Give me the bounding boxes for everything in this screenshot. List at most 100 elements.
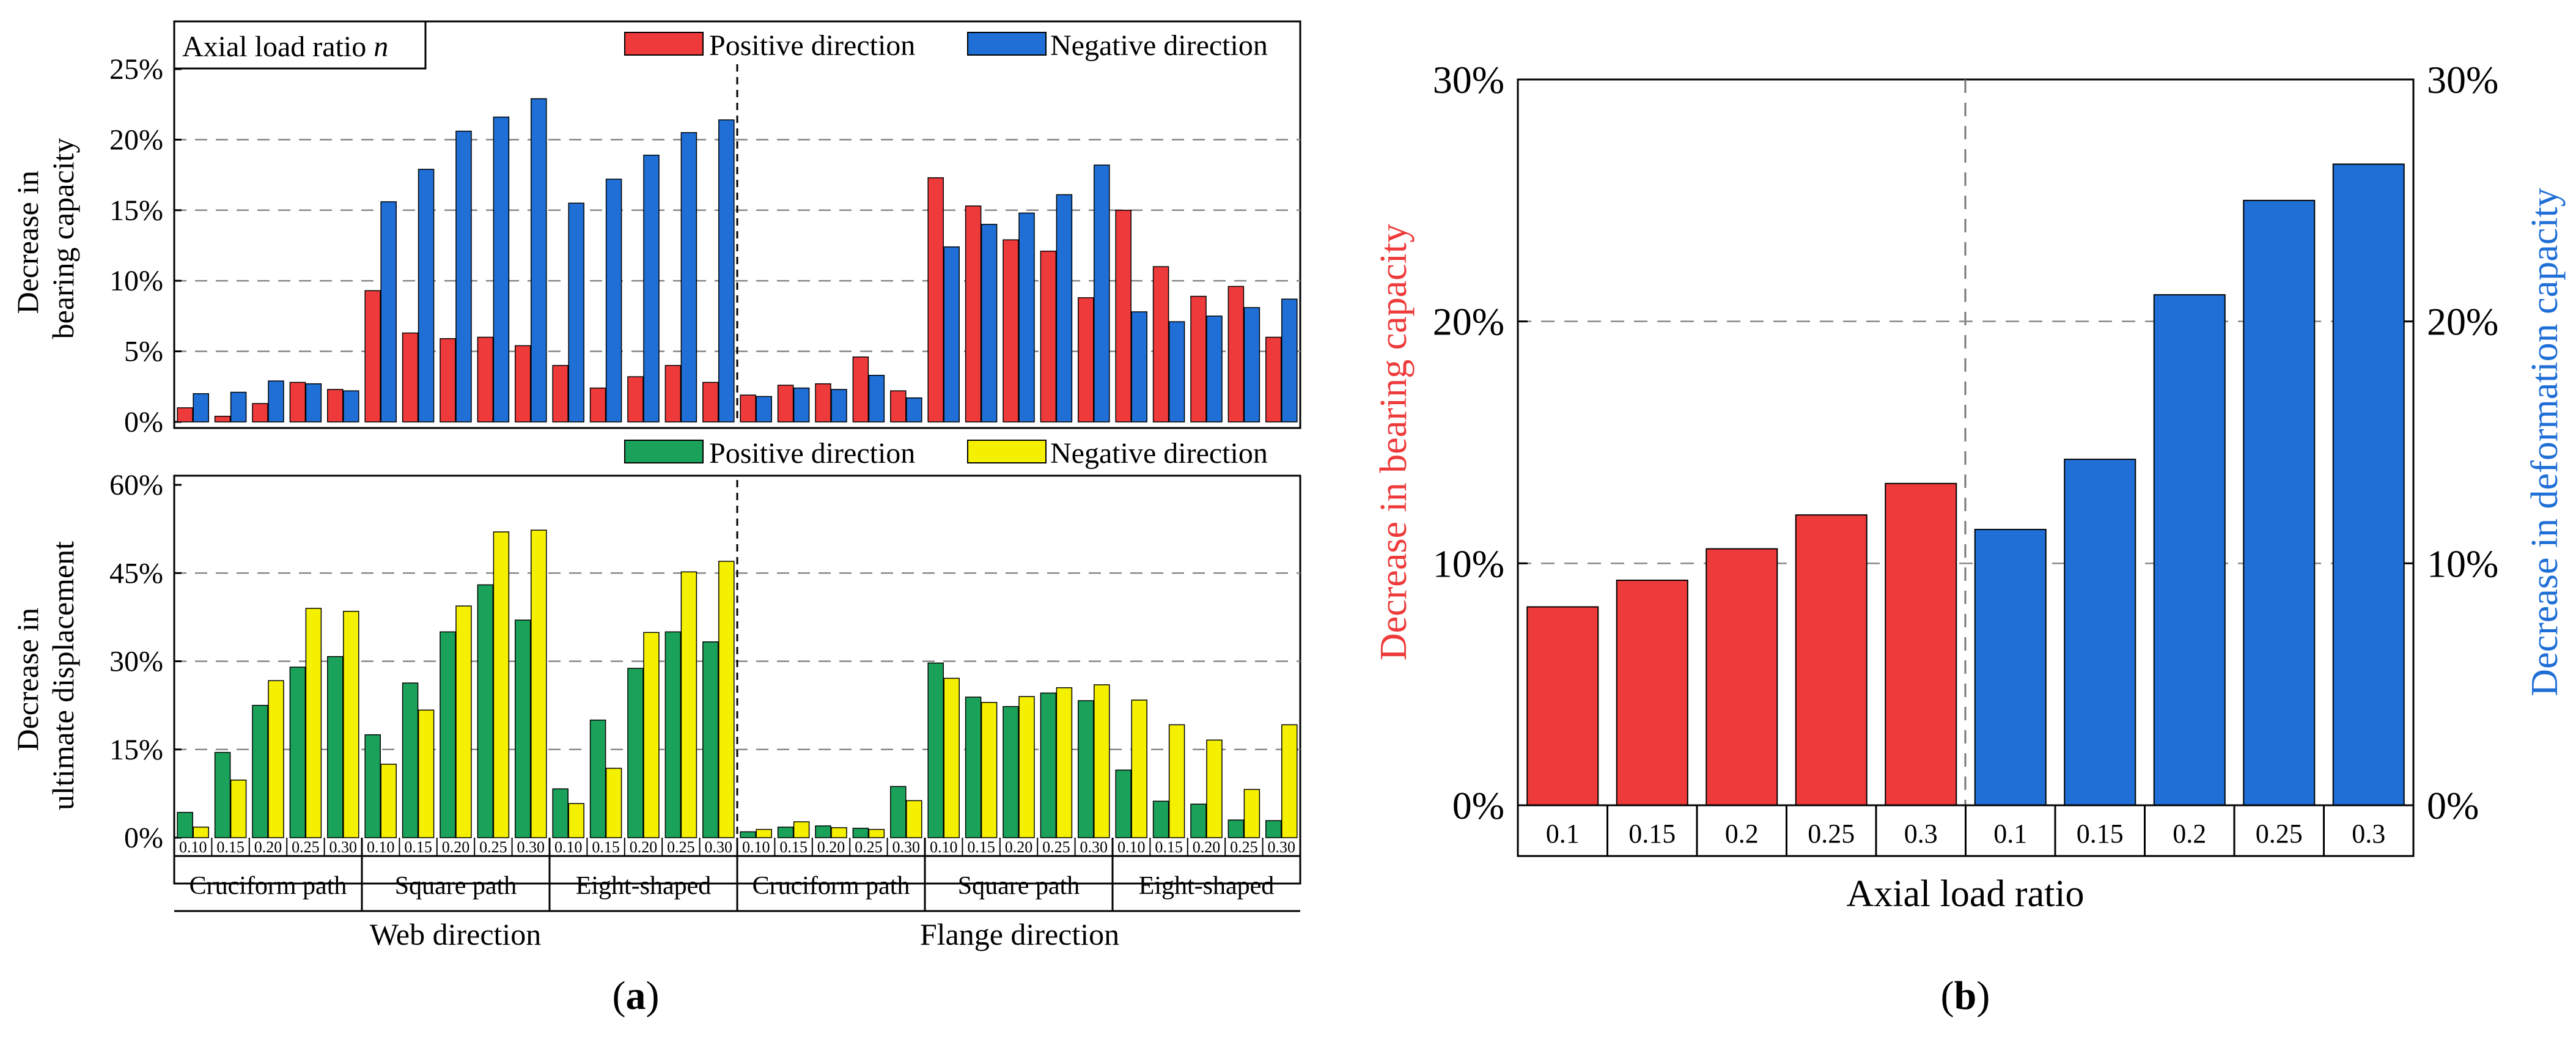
b-category-label: 0.15 <box>2077 819 2124 849</box>
a-top-bar-negative <box>230 391 247 423</box>
a-top-bar-positive <box>664 364 682 423</box>
a-top-bar-positive <box>402 332 419 423</box>
a-ratio-tick-label: 0.20 <box>630 838 658 856</box>
a-bottom-bar-positive <box>777 826 794 838</box>
a-bottom-bar-negative <box>531 530 547 838</box>
caption-a: (a) <box>613 973 660 1018</box>
a-top-bar-negative <box>756 396 772 423</box>
a-top-bar-negative <box>1018 212 1035 423</box>
a-bottom-bar-positive <box>1003 706 1019 838</box>
a-top-bar-negative <box>305 383 322 423</box>
a-bottom-bar-negative <box>1281 724 1298 838</box>
legend-label-positive: Positive direction <box>709 29 915 62</box>
a-bottom-bar-negative <box>718 561 735 838</box>
b-category-label: 0.1 <box>1993 819 2027 849</box>
a-ratio-tick-label: 0.20 <box>817 838 845 856</box>
a-top-bar-negative <box>643 155 660 423</box>
a-bottom-ytick-label: 30% <box>109 646 163 678</box>
a-bottom-bar-negative <box>1131 699 1147 838</box>
a-top-bar-positive <box>927 177 944 423</box>
a-top-ytick-label: 5% <box>124 336 163 368</box>
a-top-bar-positive <box>589 387 606 423</box>
a-top-bar-positive <box>702 382 719 423</box>
a-ratio-tick-label: 0.10 <box>179 838 207 856</box>
a-top-bar-negative <box>1094 164 1110 423</box>
a-bottom-bar-positive <box>364 734 381 838</box>
b-category-label: 0.25 <box>1808 819 1855 849</box>
b-bar-bearing <box>1526 606 1599 806</box>
a-bottom-bar-negative <box>868 828 885 838</box>
a-ratio-tick-label: 0.10 <box>1117 838 1146 856</box>
b-bar-bearing <box>1885 482 1957 806</box>
a-ratio-tick-label: 0.25 <box>667 838 695 856</box>
a-bottom-bar-positive <box>252 704 268 838</box>
a-top-bar-positive <box>1115 210 1132 423</box>
a-top-bar-negative <box>981 224 998 423</box>
a-ratio-tick-label: 0.15 <box>216 838 245 856</box>
b-bar-deformation <box>2064 459 2136 806</box>
a-top-ytick-label: 10% <box>109 265 163 297</box>
b-category-label: 0.2 <box>1725 819 1759 849</box>
a-bottom-bar-negative <box>756 828 772 838</box>
a-ratio-tick-label: 0.15 <box>404 838 432 856</box>
b-ytick-label-left: 10% <box>1433 542 1504 585</box>
legend-swatch-negative-blue <box>967 32 1047 56</box>
a-bottom-bar-positive <box>327 656 344 838</box>
b-bar-deformation <box>2153 294 2226 806</box>
a-bottom-bar-positive <box>440 631 456 838</box>
legend-swatch-positive-green <box>624 440 704 463</box>
a-top-bar-negative <box>568 202 584 423</box>
a-bottom-bar-positive <box>1040 692 1057 838</box>
a-top-bar-positive <box>777 385 794 423</box>
a-bottom-bar-positive <box>664 631 682 838</box>
a-bottom-bar-negative <box>981 702 998 838</box>
a-top-bar-positive <box>740 394 756 423</box>
b-bar-bearing <box>1795 514 1868 806</box>
a-ratio-tick-label: 0.25 <box>479 838 507 856</box>
a-top-bar-positive <box>1003 239 1019 423</box>
inset-label: Axial load ratio n <box>182 31 388 63</box>
a-ratio-tick-label: 0.20 <box>442 838 470 856</box>
caption-b: (b) <box>1941 973 1990 1018</box>
legend-label-negative: Negative direction <box>1050 29 1268 62</box>
a-bottom-bar-positive <box>890 786 907 838</box>
a-ratio-tick-label: 0.25 <box>1230 838 1258 856</box>
a-bottom-ytick-label: 0% <box>124 822 163 854</box>
a-top-bar-positive <box>1265 336 1282 423</box>
a-bottom-bar-positive <box>177 811 193 838</box>
a-top-bar-negative <box>868 375 885 423</box>
a-top-bar-negative <box>493 116 510 423</box>
a-top-bar-negative <box>343 390 359 423</box>
a-top-bar-positive <box>289 382 306 423</box>
a-bottom-bar-negative <box>568 803 584 838</box>
a-top-bar-positive <box>252 403 268 423</box>
a-path-label: Cruciform path <box>190 872 347 900</box>
a-bottom-bar-positive <box>627 668 644 838</box>
a-bottom-bar-positive <box>1115 769 1132 838</box>
a-ratio-tick-label: 0.30 <box>705 838 733 856</box>
a-bottom-bar-negative <box>643 632 660 838</box>
a-top-bar-negative <box>1243 307 1260 423</box>
b-ytick-label-left: 20% <box>1433 300 1504 344</box>
a-path-label: Square path <box>395 872 517 900</box>
b-category-label: 0.3 <box>2352 819 2385 849</box>
a-ratio-tick-label: 0.10 <box>742 838 770 856</box>
a-top-bar-positive <box>815 383 831 423</box>
a-ratio-tick-label: 0.15 <box>592 838 620 856</box>
b-bar-bearing <box>1706 548 1778 806</box>
a-top-bar-negative <box>680 132 697 423</box>
a-bottom-bar-negative <box>268 680 284 838</box>
a-top-bar-positive <box>1152 266 1169 423</box>
b-ylabel-left: Decrease in bearing capacity <box>1373 224 1415 660</box>
a-ratio-tick-label: 0.20 <box>1193 838 1221 856</box>
b-bar-deformation <box>2243 199 2316 806</box>
a-bottom-bar-negative <box>906 800 922 838</box>
a-bottom-ytick-label: 45% <box>109 557 163 589</box>
a-ratio-tick-label: 0.30 <box>329 838 358 856</box>
b-category-label: 0.2 <box>2173 819 2206 849</box>
a-ratio-tick-label: 0.30 <box>1080 838 1108 856</box>
a-bottom-bar-positive <box>702 641 719 838</box>
b-category-label: 0.15 <box>1628 819 1676 849</box>
a-ratio-tick-label: 0.30 <box>517 838 545 856</box>
